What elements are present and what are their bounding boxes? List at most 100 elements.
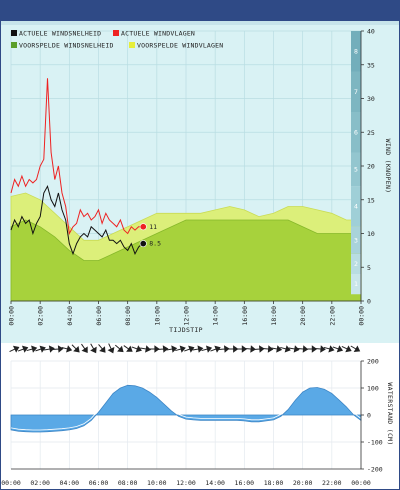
wind-y-tick-label: 15 <box>367 196 375 204</box>
beaufort-label: 3 <box>354 236 358 244</box>
wind-arrow <box>332 345 344 353</box>
wind-arrow-shape <box>140 345 151 353</box>
tide-x-tick-label: 14:00 <box>205 479 225 487</box>
wind-y-axis-title: WIND (KNOPEN) <box>384 139 392 194</box>
beaufort-band <box>351 186 361 227</box>
wind-y-tick-label: 5 <box>367 264 371 272</box>
wind-x-tick-label: 14:00 <box>212 306 220 326</box>
wind-arrow <box>17 345 29 353</box>
wind-arrow-shape <box>218 345 230 353</box>
wind-arrow <box>314 345 326 353</box>
wind-x-tick-label: 12:00 <box>183 306 191 326</box>
current-value-marker <box>139 240 147 248</box>
wind-arrow-shape <box>332 345 344 353</box>
beaufort-band <box>351 274 361 295</box>
wind-x-tick-label: 00:00 <box>358 306 366 326</box>
legend-label: VOORSPELDE WINDSNELHEID <box>19 42 114 50</box>
wind-arrow <box>192 345 204 353</box>
wind-x-tick-label: 08:00 <box>124 306 132 326</box>
legend: ACTUELE WINDSNELHEID ACTUELE WINDVLAGEN VO… <box>11 30 223 50</box>
wind-arrow-shape <box>26 345 38 353</box>
tide-x-tick-label: 16:00 <box>235 479 255 487</box>
beaufort-label: 7 <box>354 88 358 96</box>
wind-arrow <box>71 344 80 353</box>
tide-y-tick-label: 200 <box>367 358 379 366</box>
tide-x-tick-label: 00:00 <box>1 479 21 487</box>
beaufort-band <box>351 152 361 187</box>
chart-title <box>1 1 399 21</box>
wind-x-tick-label: 00:00 <box>8 306 16 326</box>
wind-forecast-areas <box>10 192 362 302</box>
wind-arrow <box>140 345 151 353</box>
wind-arrow <box>184 345 195 353</box>
wind-arrow <box>341 345 352 353</box>
legend-swatch <box>129 42 135 48</box>
wind-arrow-shape <box>9 345 20 353</box>
wind-arrow <box>297 345 309 353</box>
beaufort-band <box>351 71 361 112</box>
beaufort-label: 2 <box>354 260 358 268</box>
wind-arrow <box>81 343 88 353</box>
beaufort-band <box>351 31 361 72</box>
wind-x-tick-label: 18:00 <box>270 306 278 326</box>
wind-arrow <box>123 345 133 352</box>
wind-arrow-shape <box>341 345 352 353</box>
legend-swatch <box>113 30 119 36</box>
wind-arrow-shape <box>201 345 213 353</box>
tide-y-tick-label: -200 <box>367 466 383 474</box>
wind-arrow-shape <box>90 343 97 354</box>
tide-area <box>10 384 362 433</box>
wind-y-tick-label: 25 <box>367 129 375 137</box>
wind-arrow-shape <box>236 345 248 353</box>
forecast-speed-area <box>10 219 362 302</box>
wind-arrow <box>201 345 213 353</box>
tide-x-tick-label: 00:00 <box>351 479 371 487</box>
beaufort-band <box>351 112 361 153</box>
wind-arrow-shape <box>350 345 361 353</box>
legend-label: ACTUELE WINDVLAGEN <box>121 30 195 38</box>
beaufort-label: 8 <box>354 47 358 55</box>
wind-arrow-shape <box>114 344 124 353</box>
wind-arrow-shape <box>52 345 64 353</box>
wind-arrow <box>350 345 361 353</box>
wind-arrow <box>9 345 20 353</box>
wind-arrow <box>280 345 291 353</box>
wind-x-tick-label: 06:00 <box>95 306 103 326</box>
observed-gust-line <box>10 78 143 236</box>
observed-speed-line <box>10 184 143 256</box>
wind-arrow-shape <box>175 345 186 353</box>
wind-arrow <box>107 343 115 354</box>
tide-x-tick-label: 18:00 <box>264 479 284 487</box>
wind-arrow-shape <box>107 343 115 354</box>
tide-y-tick-label: -100 <box>367 439 383 447</box>
wind-arrow-shape <box>71 344 80 353</box>
legend-label: ACTUELE WINDSNELHEID <box>19 30 101 38</box>
wind-arrow <box>262 345 274 353</box>
tide-y-axis-title: WATERSTAND (CM) <box>386 382 394 445</box>
tide-y-tick-label: 100 <box>367 385 379 393</box>
beaufort-label: 6 <box>354 128 358 136</box>
wind-arrow <box>323 345 335 353</box>
wind-arrow <box>61 345 73 353</box>
wind-arrow <box>210 345 221 353</box>
wind-x-tick-label: 22:00 <box>328 306 336 326</box>
wind-arrow-shape <box>314 345 326 353</box>
legend-swatch <box>11 42 17 48</box>
wind-arrow <box>227 345 239 353</box>
wind-y-tick-label: 0 <box>367 298 371 306</box>
legend-swatch <box>11 30 17 36</box>
beaufort-band <box>351 253 361 274</box>
wind-arrow-shape <box>192 345 204 353</box>
tide-chart: 200 100 0 -100 -200 WATERSTAND (CM) 00:00 02:00… <box>1 358 394 488</box>
tide-x-tick-label: 04:00 <box>60 479 80 487</box>
wind-arrow-shape <box>210 345 221 353</box>
wind-arrow-shape <box>297 345 309 353</box>
title-shadow <box>1 21 399 25</box>
wind-arrow-shape <box>280 345 291 353</box>
wind-arrow <box>157 345 169 353</box>
wind-y-axis: 0 5 10 15 20 25 30 35 40 WIND (KNOPEN) <box>360 28 392 306</box>
wind-arrow <box>26 345 38 353</box>
wind-x-tick-label: 10:00 <box>153 306 161 326</box>
wind-arrow <box>114 344 124 353</box>
